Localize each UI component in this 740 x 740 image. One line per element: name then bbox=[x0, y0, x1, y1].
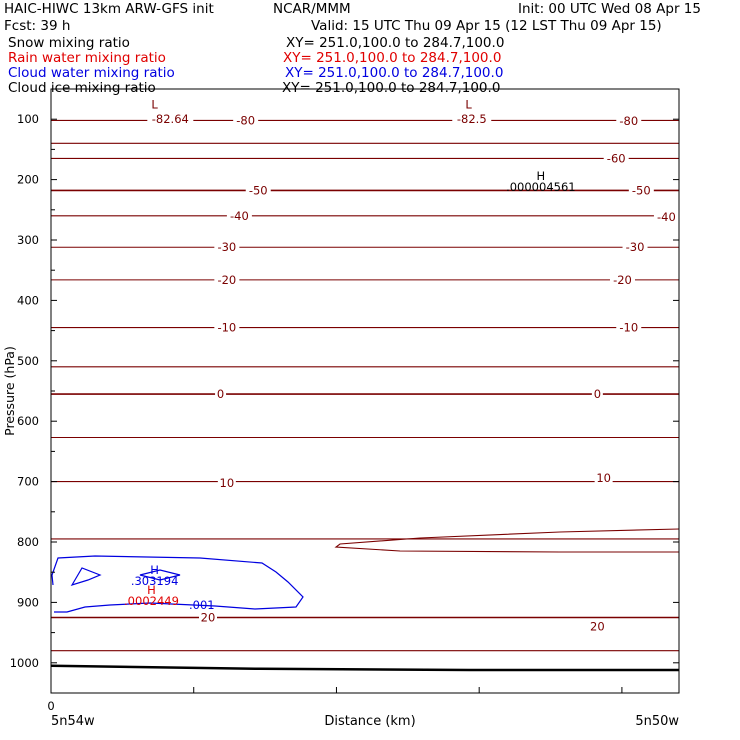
contour-label-background bbox=[594, 471, 613, 484]
contour-label-background bbox=[609, 273, 635, 286]
cloud-contours: .001 bbox=[51, 555, 304, 613]
y-tick-label: 1000 bbox=[10, 656, 39, 670]
y-tick-label: 800 bbox=[17, 535, 39, 549]
contour-label-background bbox=[616, 321, 642, 334]
temperature-contour-label: 0 bbox=[217, 387, 224, 401]
header-init: Init: 00 UTC Wed 08 Apr 15 bbox=[518, 1, 701, 17]
x-tick-label-0: 0 bbox=[47, 699, 54, 713]
cloud-water-max-contour bbox=[139, 569, 181, 581]
contour-label-background bbox=[616, 115, 642, 128]
contour-label-background bbox=[653, 211, 679, 224]
y-tick-label: 200 bbox=[17, 173, 39, 187]
extremum-mark: L bbox=[465, 97, 472, 111]
temperature-contour-label: -40 bbox=[230, 209, 249, 223]
contour-label-background bbox=[588, 620, 607, 633]
temperature-contour-label: 0 bbox=[594, 387, 601, 401]
y-tick-label: 600 bbox=[17, 414, 39, 428]
contour-label-background bbox=[233, 114, 259, 127]
cloud-water-contour bbox=[51, 555, 304, 613]
temperature-contour-line bbox=[334, 528, 680, 553]
field-cloudwater-xy: XY= 251.0,100.0 to 284.7,100.0 bbox=[285, 65, 504, 81]
contour-labels: -82.64 -80 -82.5 -80-60-50 -50-40 -40-30 -30-2… bbox=[147, 112, 679, 634]
cloud-water-inner-contour bbox=[70, 567, 102, 587]
contour-label-background bbox=[214, 321, 240, 334]
temperature-contour-label: -30 bbox=[217, 240, 236, 254]
field-snow-name: Snow mixing ratio bbox=[8, 35, 130, 51]
ground-surface-line bbox=[50, 664, 679, 672]
field-cloudwater-name: Cloud water mixing ratio bbox=[8, 65, 175, 81]
field-snow-xy: XY= 251.0,100.0 to 284.7,100.0 bbox=[286, 35, 505, 51]
contour-label-background bbox=[214, 273, 240, 286]
contour-label-background bbox=[226, 209, 252, 222]
x-end-label-left: 5n54w bbox=[51, 714, 95, 729]
field-rain-xy: XY= 251.0,100.0 to 284.7,100.0 bbox=[283, 50, 502, 66]
y-tick-label: 100 bbox=[17, 112, 39, 126]
y-tick-label: 900 bbox=[17, 595, 39, 609]
header-valid: Valid: 15 UTC Thu 09 Apr 15 (12 LST Thu … bbox=[311, 18, 662, 34]
temperature-contour-label: 10 bbox=[220, 476, 235, 490]
contour-label-background bbox=[452, 113, 492, 126]
extremum-mark: L bbox=[151, 97, 158, 111]
temperature-contour-label: -50 bbox=[249, 183, 268, 197]
extremum-mark: H bbox=[150, 563, 159, 577]
header-title: HAIC-HIWC 13km ARW-GFS init bbox=[4, 1, 214, 17]
x-axis-title: Distance (km) bbox=[324, 714, 415, 729]
field-rain-name: Rain water mixing ratio bbox=[8, 50, 166, 66]
temperature-contour-label: -80 bbox=[236, 113, 255, 127]
temperature-contour-label: 20 bbox=[201, 611, 216, 625]
temperature-contour-label: -10 bbox=[217, 321, 236, 335]
extremum-value: .303194 bbox=[131, 574, 179, 588]
temperature-contour-label: -40 bbox=[657, 210, 676, 224]
contour-label-background bbox=[622, 241, 648, 254]
contour-label-background bbox=[214, 241, 240, 254]
temperature-contour-label: 20 bbox=[590, 620, 605, 634]
field-cloudice-xy: XY= 251.0,100.0 to 284.7,100.0 bbox=[282, 80, 501, 96]
contour-label-background bbox=[199, 611, 217, 624]
temperature-contour-label: -60 bbox=[607, 151, 626, 165]
temperature-contour-label: -82.64 bbox=[152, 112, 189, 126]
y-axis-title: Pressure (hPa) bbox=[2, 346, 17, 436]
contour-label-background bbox=[217, 476, 236, 489]
x-axis: 0 5n54w Distance (km) 5n50w bbox=[47, 687, 679, 729]
extremum-mark: H bbox=[537, 169, 546, 183]
header-center: NCAR/MMM bbox=[273, 1, 351, 17]
contour-label-background bbox=[603, 152, 629, 165]
contour-label-background bbox=[215, 388, 227, 401]
contour-label-background bbox=[628, 184, 654, 197]
temperature-contour-label: -80 bbox=[619, 114, 638, 128]
temperature-contour-label: -82.5 bbox=[457, 112, 487, 126]
extremum-mark: H bbox=[147, 583, 156, 597]
y-tick-label: 700 bbox=[17, 475, 39, 489]
temperature-contour-label: -50 bbox=[632, 183, 651, 197]
y-tick-label: 400 bbox=[17, 293, 39, 307]
contour-label-background bbox=[147, 113, 194, 126]
header-fcst: Fcst: 39 h bbox=[4, 18, 71, 34]
y-tick-label: 500 bbox=[17, 354, 39, 368]
temperature-contours bbox=[51, 119, 680, 652]
contour-label-background bbox=[245, 184, 271, 197]
temperature-contour-label: -20 bbox=[217, 273, 236, 287]
contour-label-background bbox=[591, 388, 603, 401]
extremum-value: .000004561 bbox=[506, 180, 576, 194]
x-end-label-right: 5n50w bbox=[635, 714, 679, 729]
field-cloudice-name: Cloud ice mixing ratio bbox=[8, 80, 156, 96]
temperature-contour-label: -30 bbox=[626, 240, 645, 254]
y-tick-label: 300 bbox=[17, 233, 39, 247]
extremum-value: .0002449 bbox=[124, 594, 179, 608]
temperature-contour-label: 10 bbox=[596, 471, 611, 485]
cloud-water-contour-label: .001 bbox=[189, 598, 215, 612]
temperature-contour-label: -20 bbox=[613, 273, 632, 287]
temperature-contour-label: -10 bbox=[619, 321, 638, 335]
